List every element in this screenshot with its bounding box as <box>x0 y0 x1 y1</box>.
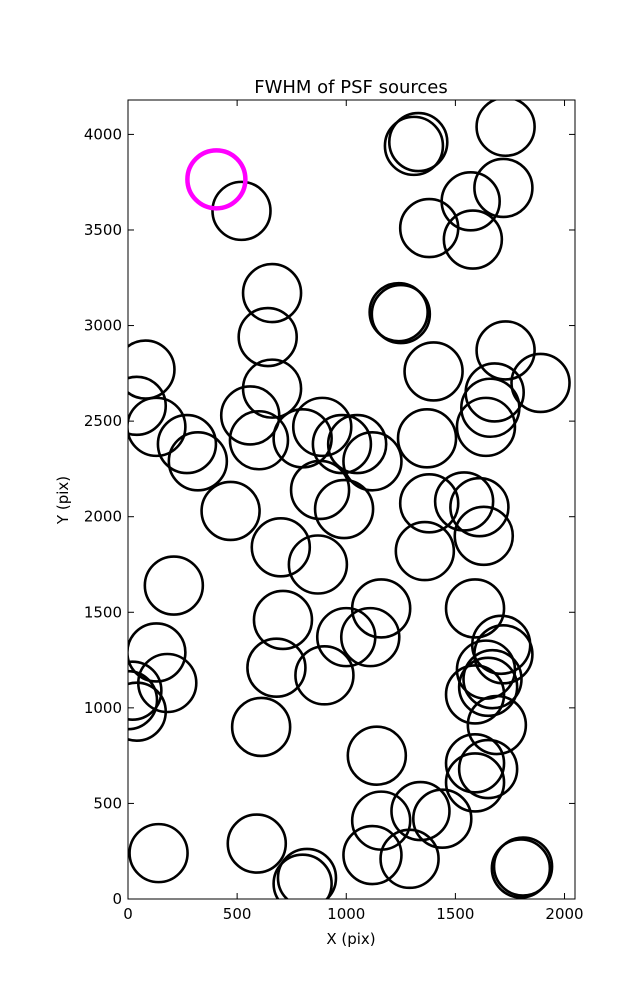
psf-source-marker <box>449 476 510 538</box>
psf-source-marker <box>128 681 168 742</box>
psf-source-marker <box>453 505 515 567</box>
x-tick-label: 2000 <box>545 905 583 923</box>
psf-source-marker <box>339 606 401 668</box>
psf-source-marker <box>457 656 519 718</box>
psf-source-marker <box>237 306 298 368</box>
psf-source-marker <box>460 377 521 439</box>
psf-source-marker <box>379 828 440 890</box>
y-tick-label: 2000 <box>84 508 122 526</box>
psf-source-marker <box>291 396 353 458</box>
x-tick-label: 500 <box>223 905 252 923</box>
psf-source-marker <box>444 752 506 813</box>
psf-source-marker <box>455 396 517 458</box>
psf-source-marker <box>475 320 536 381</box>
psf-source-marker <box>398 197 460 259</box>
y-tick-label: 3500 <box>84 221 122 239</box>
psf-source-marker <box>136 652 198 714</box>
psf-source-marker <box>211 180 272 242</box>
y-tick-label: 4000 <box>84 125 122 143</box>
psf-source-marker <box>313 478 375 540</box>
y-tick-label: 3000 <box>84 317 122 335</box>
psf-source-marker <box>370 283 432 345</box>
psf-source-marker <box>457 738 519 800</box>
psf-source-marker <box>241 358 303 419</box>
psf-source-marker <box>342 430 403 492</box>
y-tick-label: 0 <box>112 890 122 908</box>
psf-source-marker <box>128 622 187 683</box>
y-tick-label: 1500 <box>84 603 122 621</box>
y-tick-label: 2500 <box>84 412 122 430</box>
psf-source-marker <box>241 262 303 324</box>
psf-source-marker <box>387 111 449 173</box>
psf-source-marker <box>272 408 333 469</box>
y-tick-label: 500 <box>93 794 122 812</box>
psf-source-marker <box>326 413 388 475</box>
x-axis-label: X (pix) <box>326 930 375 948</box>
psf-source-marker <box>315 606 377 668</box>
psf-source-marker <box>466 694 528 756</box>
markers-layer <box>128 100 571 899</box>
psf-source-marker <box>403 341 464 402</box>
psf-source-marker <box>294 645 355 706</box>
y-tick-label: 1000 <box>84 699 122 717</box>
psf-source-marker <box>444 732 506 794</box>
psf-source-marker <box>250 516 312 578</box>
psf-source-marker <box>287 534 349 595</box>
psf-source-marker <box>143 555 205 616</box>
psf-source-marker <box>128 822 189 884</box>
psf-source-marker <box>276 847 338 899</box>
plot-frame <box>127 99 576 900</box>
psf-source-marker <box>390 780 451 842</box>
psf-source-marker <box>510 352 571 414</box>
psf-source-marker <box>128 669 159 731</box>
psf-source-marker <box>246 637 307 699</box>
x-tick-label: 1000 <box>327 905 365 923</box>
psf-source-marker <box>200 480 261 542</box>
psf-source-marker <box>490 838 552 899</box>
highlighted-source-marker <box>185 148 248 211</box>
psf-source-marker <box>128 339 176 400</box>
psf-source-marker <box>411 788 473 850</box>
psf-source-marker <box>272 853 333 899</box>
psf-source-marker <box>219 385 281 446</box>
psf-source-marker <box>368 281 429 343</box>
x-tick-label: 0 <box>123 905 133 923</box>
y-axis: 0 500 1000 1500 2000 2500 3000 3500 4000 <box>84 125 575 908</box>
psf-source-marker <box>230 696 292 758</box>
psf-source-marker <box>167 430 229 492</box>
psf-source-marker <box>128 660 163 721</box>
psf-source-marker <box>311 413 373 475</box>
psf-source-marker <box>346 725 408 786</box>
psf-source-marker <box>350 790 412 851</box>
psf-source-marker <box>252 589 314 651</box>
x-tick-label: 1500 <box>436 905 474 923</box>
y-axis-label: Y (pix) <box>54 476 72 525</box>
psf-source-marker <box>342 824 403 886</box>
psf-source-marker <box>396 408 458 469</box>
psf-source-marker <box>156 413 218 475</box>
psf-source-marker <box>473 157 534 219</box>
psf-source-marker <box>475 100 536 158</box>
psf-source-marker <box>444 664 506 725</box>
psf-source-marker <box>226 813 288 874</box>
psf-source-marker <box>444 578 506 639</box>
psf-source-marker <box>462 648 523 710</box>
psf-source-marker <box>394 520 456 582</box>
psf-source-marker <box>289 459 351 521</box>
psf-source-marker <box>492 836 554 897</box>
psf-source-marker <box>383 115 445 177</box>
psf-source-marker <box>128 375 168 437</box>
x-axis: 0 500 1000 1500 2000 <box>123 100 584 923</box>
psf-source-marker <box>128 396 187 458</box>
chart-title: FWHM of PSF sources <box>254 77 448 98</box>
psf-source-marker <box>473 624 534 685</box>
psf-source-marker <box>398 473 460 534</box>
psf-source-marker <box>442 209 504 270</box>
psf-source-marker <box>228 409 290 471</box>
